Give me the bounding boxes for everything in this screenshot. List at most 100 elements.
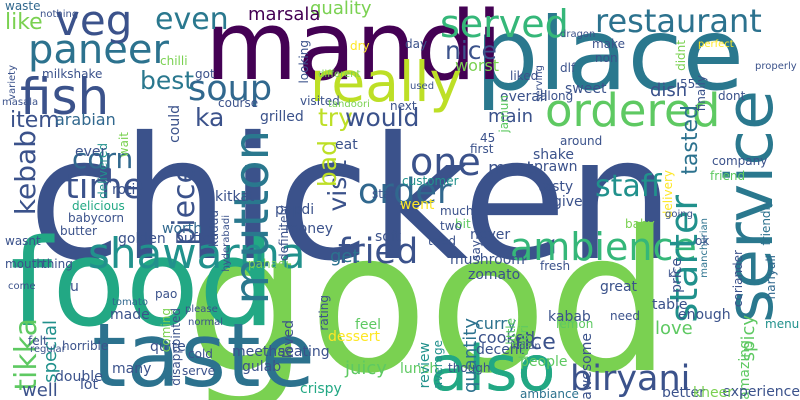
word: friend [710,169,746,183]
word: also [430,332,556,400]
word: ok [695,234,710,248]
word: though [448,361,491,375]
word: definitely [277,205,291,262]
word: ambience [510,225,697,269]
word: like [5,10,43,35]
word: shake [533,147,574,163]
word: people [520,354,568,370]
word: regular [30,344,66,355]
word: first [470,142,494,156]
word: gulab [242,359,282,375]
word: juicy [345,358,387,379]
word: different [318,69,361,80]
word: perfect [698,39,734,50]
word: two [440,219,462,233]
word: star [372,187,396,201]
word: food [10,215,276,354]
word: kabab [548,309,591,325]
word: worth [162,221,203,237]
word: staff [595,169,662,204]
word: variety [7,65,18,100]
word: u [70,279,79,295]
word: make [592,37,625,51]
word: biryani [570,359,691,399]
word: love [655,318,693,339]
word: review [417,342,433,389]
word: say [469,240,483,261]
word: baby [625,217,655,231]
word: double [55,369,103,385]
word: indian [510,341,541,352]
word: along [540,89,574,103]
word: please [185,304,218,315]
word: delicious [72,199,125,213]
word: coriander [731,250,745,308]
word: awesome [579,333,595,400]
word: try [318,103,353,132]
word: mushroom [450,252,525,268]
word: hariyali [764,255,778,300]
word: rating [317,295,331,331]
word: one [410,140,481,184]
word: dessert [328,329,380,345]
word: horrible [62,339,109,353]
word: pao [155,287,178,301]
word: order [358,172,452,212]
word: waste [5,0,41,13]
word: nothing [40,9,79,20]
word: normal [188,317,224,328]
word: shawarma [88,229,306,278]
word: must [488,158,534,179]
word: lunch [400,361,439,377]
word: could [167,105,183,143]
word: fish [20,68,110,126]
word: good [185,189,672,400]
word: next [390,99,417,113]
word: papdi [275,202,315,218]
word: chicken [28,101,675,299]
word: quite [150,339,186,355]
word: dlf [560,61,576,75]
word: properly [755,61,797,72]
word: decent [476,342,525,358]
word: cooked [478,328,536,347]
word: dragon [560,29,596,40]
word: well [22,380,58,400]
word: zomato [468,267,521,283]
word: tasted [678,105,703,175]
word: course [218,96,259,110]
word: better [662,385,705,400]
word: best [140,66,195,95]
word: place [475,0,745,113]
word: experience [722,384,800,400]
word: come [8,281,36,292]
word: nice [445,36,497,65]
word: 55 [680,77,696,91]
word: non [595,51,618,65]
word: kaddu [207,210,221,247]
word: got [195,67,215,81]
word: wasnt [5,234,41,248]
word: veg [55,0,133,45]
word: prawn [534,159,578,175]
word: kheer [693,385,733,400]
word: main [488,106,533,127]
word: lot [80,377,98,393]
word: feel [355,317,382,333]
word: get [330,246,360,267]
word: restaurant [595,2,762,40]
word: 45 [480,131,496,145]
word: went [400,197,435,213]
word: overall [500,89,548,105]
word: dont [718,89,746,103]
word: eat [335,137,358,153]
word: menu [765,317,800,331]
word: pahadi [248,257,289,271]
word: buffet [175,231,217,247]
word: used [410,81,435,92]
word: company [712,154,768,168]
word: customer [402,174,459,188]
word: sweet [565,81,607,97]
word: ordered [545,84,721,137]
word: mouth [5,257,44,271]
